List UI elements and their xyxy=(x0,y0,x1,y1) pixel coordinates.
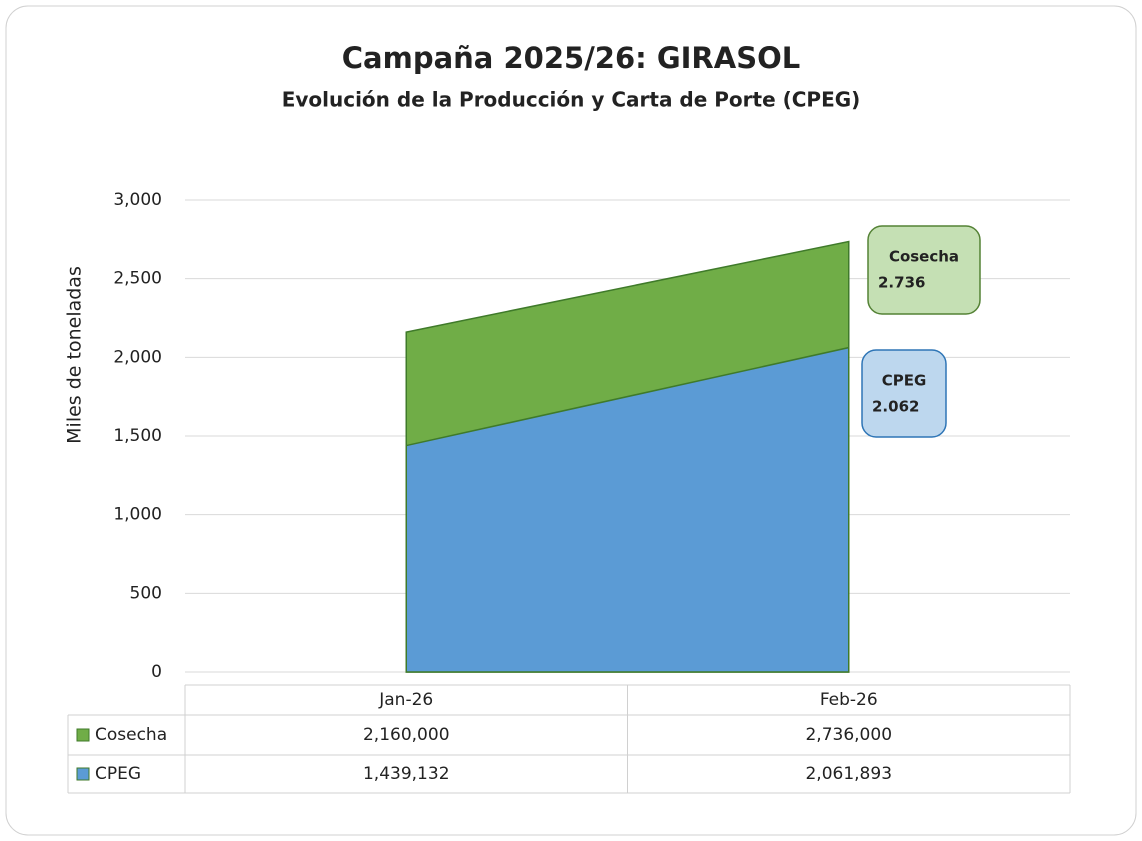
legend-swatch xyxy=(76,728,90,742)
y-tick-label: 2,000 xyxy=(113,347,162,367)
y-tick-label: 0 xyxy=(151,662,162,682)
callout-name: Cosecha xyxy=(889,248,959,266)
callout-box xyxy=(867,225,981,315)
table-value: 1,439,132 xyxy=(363,764,450,784)
y-tick-label: 500 xyxy=(130,583,162,603)
x-tick-label: Jan-26 xyxy=(378,690,433,710)
callout-name: CPEG xyxy=(882,372,927,390)
table-value: 2,160,000 xyxy=(363,725,450,745)
legend-label: Cosecha xyxy=(95,725,167,745)
y-axis-label: Miles de toneladas xyxy=(64,266,86,444)
callout-value: 2.062 xyxy=(872,398,919,416)
chart-title: Campaña 2025/26: GIRASOL xyxy=(342,41,800,75)
chart-subtitle: Evolución de la Producción y Carta de Po… xyxy=(282,88,861,112)
legend-label: CPEG xyxy=(95,764,141,784)
x-tick-label: Feb-26 xyxy=(820,690,878,710)
callout-value: 2.736 xyxy=(878,274,925,292)
area xyxy=(405,346,850,673)
callout-box xyxy=(861,349,947,438)
y-tick-label: 1,000 xyxy=(113,505,162,525)
table-value: 2,061,893 xyxy=(805,764,892,784)
table-value: 2,736,000 xyxy=(805,725,892,745)
y-tick-label: 3,000 xyxy=(113,190,162,210)
y-tick-label: 1,500 xyxy=(113,426,162,446)
legend-swatch xyxy=(76,767,90,781)
y-tick-label: 2,500 xyxy=(113,269,162,289)
